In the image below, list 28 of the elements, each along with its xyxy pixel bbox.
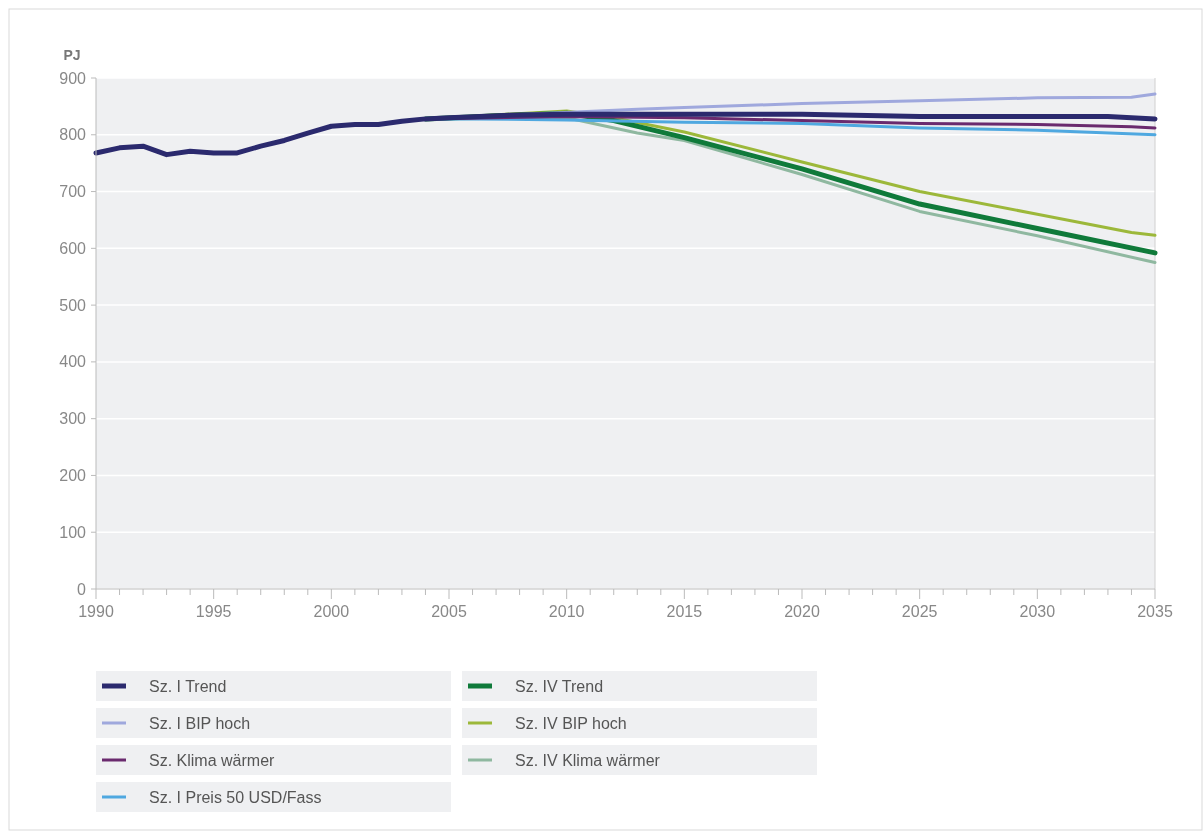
x-tick-label: 1995 (195, 603, 232, 620)
y-axis-title: PJ (63, 47, 81, 63)
x-tick-label: 2000 (313, 603, 350, 620)
x-tick-label: 2025 (901, 603, 938, 620)
x-tick-label: 2030 (1019, 603, 1056, 620)
y-tick-label: 800 (59, 126, 87, 144)
legend-label: Sz. I Trend (149, 677, 227, 695)
y-tick-label: 400 (59, 353, 87, 371)
legend-label: Sz. IV Trend (515, 677, 604, 695)
legend-label: Sz. I BIP hoch (149, 714, 251, 732)
x-tick-label: 2005 (431, 603, 467, 620)
y-tick-label: 600 (59, 239, 87, 257)
y-tick-label: 200 (59, 467, 87, 485)
y-tick-label: 100 (59, 523, 87, 541)
y-tick-label: 700 (59, 183, 87, 201)
x-tick-label: 2020 (784, 603, 820, 620)
x-tick-label: 2015 (666, 603, 703, 620)
x-tick-label: 2035 (1137, 603, 1173, 620)
legend-label: Sz. IV BIP hoch (515, 714, 627, 732)
legend-label: Sz. I Preis 50 USD/Fass (149, 788, 322, 806)
y-tick-label: 0 (77, 580, 87, 598)
legend-label: Sz. Klima wärmer (149, 751, 276, 769)
x-tick-label: 2010 (548, 603, 585, 620)
x-tick-label: 1990 (78, 603, 114, 620)
y-tick-label: 300 (59, 410, 87, 428)
y-tick-label: 900 (59, 69, 87, 87)
y-tick-label: 500 (59, 296, 87, 314)
legend-label: Sz. IV Klima wärmer (515, 751, 661, 769)
